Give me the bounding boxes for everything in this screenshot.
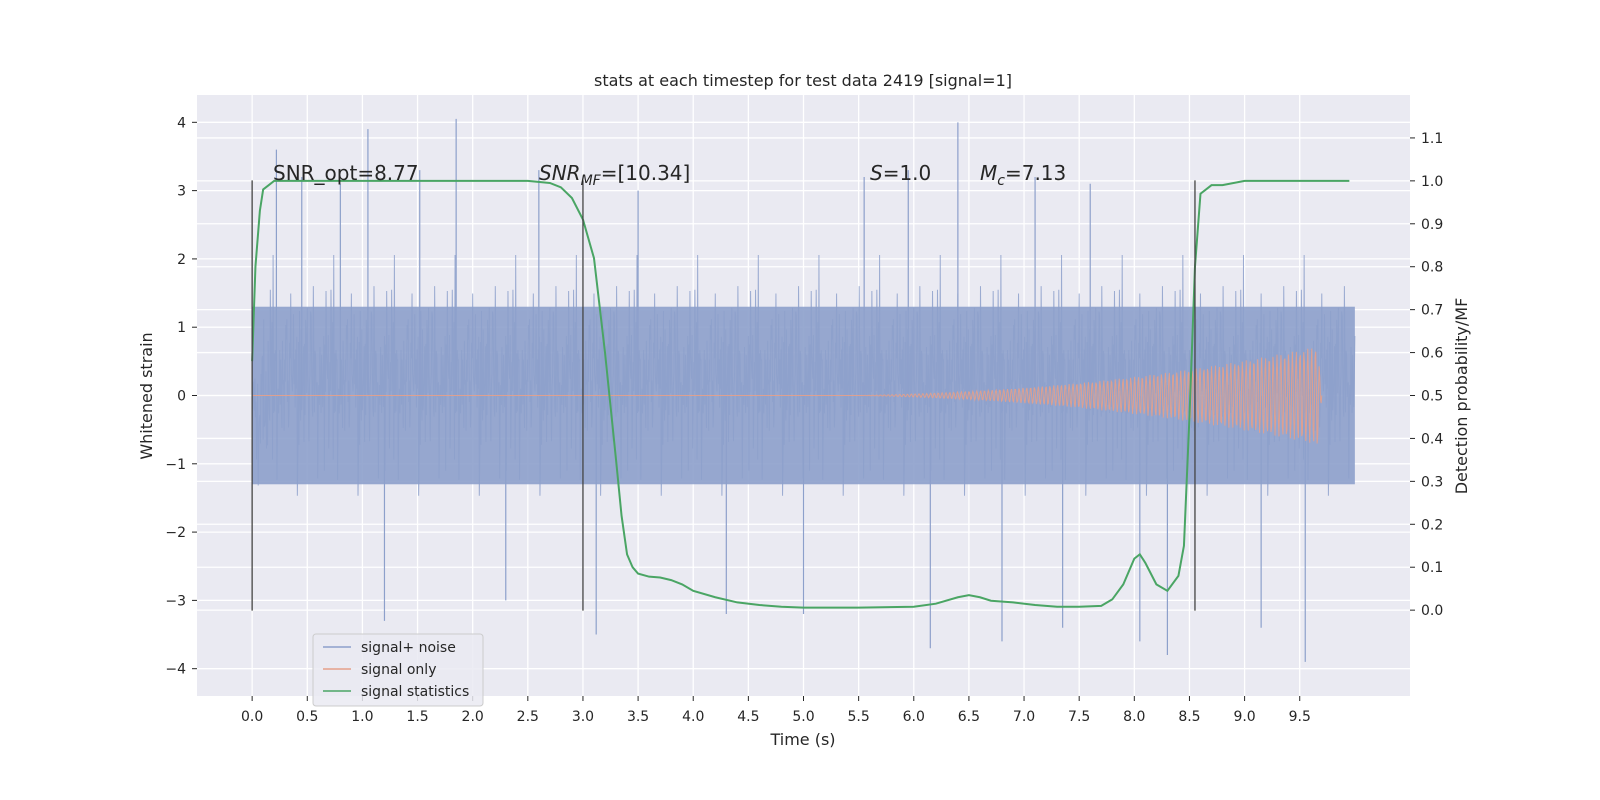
x-tick-label: 5.0 [792,709,814,725]
x-tick-label: 5.5 [848,709,870,725]
legend-label-signal-statistics: signal statistics [361,684,469,700]
y-right-tick-label: 1.0 [1421,174,1443,190]
x-tick-label: 7.5 [1068,709,1090,725]
x-tick-label: 0.5 [296,709,318,725]
x-tick-label: 6.5 [958,709,980,725]
series-signal-only [252,348,1323,444]
y-left-tick-label: −2 [165,525,186,541]
vertical-markers [251,180,1196,611]
x-tick-label: 2.0 [462,709,484,725]
y-left-tick-label: 3 [177,184,186,200]
y-left-tick-label: −4 [165,662,186,678]
y-right-tick-label: 0.2 [1421,517,1443,533]
y-right-tick-label: 0.5 [1421,389,1443,405]
y-left-tick-label: 0 [177,389,186,405]
annotation-snr-mf-value: =[10.34] [601,161,691,185]
annotation-s: S=1.0 [870,161,931,185]
annotation-snr-mf-base: SNR [539,161,581,185]
legend-label-signal-only: signal only [361,662,436,678]
y-left-axis-ticks: 4 3 2 1 0 −1 −2 −3 −4 [165,115,197,678]
x-axis-ticks: 0.0 0.5 1.0 1.5 2.0 2.5 3.0 3.5 4.0 4.5 5.0 5.5 6.0 6… [241,696,1311,725]
y-right-tick-label: 0.4 [1421,431,1443,447]
x-tick-label: 9.5 [1289,709,1311,725]
y-left-axis-label: Whitened strain [137,332,156,459]
y-right-tick-label: 0.0 [1421,603,1443,619]
annotation-mc-var: M [980,161,997,185]
x-tick-label: 8.0 [1123,709,1145,725]
y-left-tick-label: −3 [165,593,186,609]
annotation-s-value: =1.0 [883,161,932,185]
y-right-tick-label: 0.7 [1421,303,1443,319]
y-left-tick-label: 4 [177,115,186,131]
series-layer [251,118,1356,662]
y-right-tick-label: 0.6 [1421,346,1443,362]
series-signal-statistics [251,179,1350,609]
y-right-tick-label: 0.8 [1421,260,1443,276]
y-right-tick-label: 1.1 [1421,131,1443,147]
y-left-tick-label: 2 [177,252,186,268]
annotation-snr-mf-sub: MF [581,173,602,189]
y-right-axis-label: Detection probability/MF [1452,298,1471,495]
y-right-tick-label: 0.1 [1421,560,1443,576]
y-left-tick-label: 1 [177,320,186,336]
x-tick-label: 6.0 [903,709,925,725]
x-tick-label: 1.0 [351,709,373,725]
y-left-tick-label: −1 [165,457,186,473]
x-tick-label: 7.0 [1013,709,1035,725]
y-right-tick-label: 0.3 [1421,474,1443,490]
annotation-snr-opt: SNR_opt=8.77 [273,161,419,185]
x-tick-label: 3.5 [627,709,649,725]
annotation-s-var: S [870,161,883,185]
x-tick-label: 8.5 [1178,709,1200,725]
x-tick-label: 2.5 [517,709,539,725]
y-right-tick-label: 0.9 [1421,217,1443,233]
legend-label-signal-noise: signal+ noise [361,640,456,656]
x-tick-label: 0.0 [241,709,263,725]
chart-title: stats at each timestep for test data 241… [594,71,1012,90]
x-axis-label: Time (s) [769,730,835,749]
x-tick-label: 9.0 [1233,709,1255,725]
legend: signal+ noise signal only signal statist… [312,633,484,707]
legend-box [312,633,484,707]
annotation-mc: Mc=7.13 [980,161,1066,189]
x-tick-label: 1.5 [406,709,428,725]
annotation-mc-value: =7.13 [1005,161,1066,185]
annotation-snr-mf: SNRMF=[10.34] [539,161,690,189]
x-tick-label: 4.5 [737,709,759,725]
y-right-axis-ticks: 1.1 1.0 0.9 0.8 0.7 0.6 0.5 0.4 0.3 0.2 0.1 0.0 [1410,131,1443,619]
x-tick-label: 3.0 [572,709,594,725]
annotation-mc-sub: c [997,173,1005,189]
x-tick-label: 4.0 [682,709,704,725]
